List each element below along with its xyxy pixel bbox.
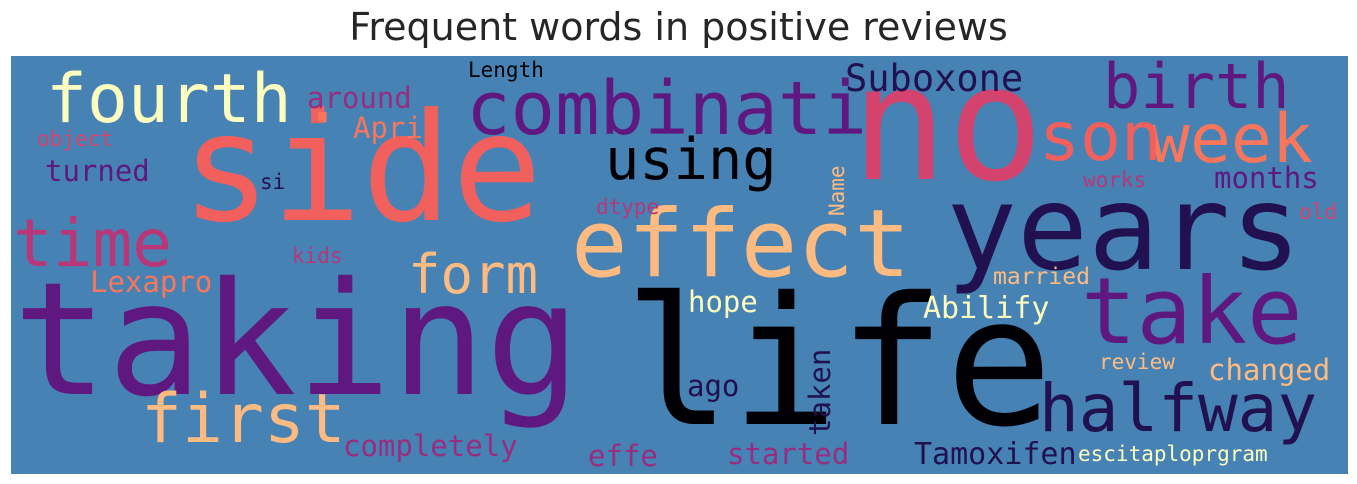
word-tamoxifen: Tamoxifen — [914, 437, 1077, 472]
word-turned: turned — [45, 154, 150, 188]
word-hope: hope — [688, 285, 758, 319]
word-abilify: Abilify — [923, 291, 1050, 326]
word-side: side — [181, 82, 543, 256]
word-week: week — [1149, 100, 1313, 179]
word-taken: taken — [803, 348, 837, 436]
word-son: son — [1039, 98, 1162, 177]
word-take: take — [1081, 258, 1303, 365]
word-life: life — [624, 259, 1053, 466]
word-halfway: halfway — [1039, 370, 1318, 447]
word-combinati: combinati — [466, 66, 867, 152]
word-changed: changed — [1208, 353, 1331, 387]
word-suboxone: Suboxone — [845, 57, 1024, 100]
word-cloud: taking life side no years effect take ha… — [11, 56, 1348, 474]
word-time: time — [13, 205, 172, 282]
word-no: no — [851, 56, 1044, 217]
word-years: years — [946, 159, 1302, 297]
word-works: works — [1083, 168, 1147, 192]
figure-title: Frequent words in positive reviews — [349, 5, 1008, 49]
word-months: months — [1214, 161, 1319, 195]
word-apri: Apri — [353, 111, 423, 145]
word-name: Name — [825, 165, 849, 216]
word-si: si — [260, 170, 286, 194]
word-effect: effect — [571, 190, 911, 299]
word-dot: . — [302, 60, 343, 139]
word-lexapro: Lexapro — [90, 265, 213, 299]
word-dtype: dtype — [596, 195, 660, 219]
word-using: using — [605, 127, 777, 193]
word-fourth: fourth — [46, 60, 292, 139]
word-length: Length — [468, 58, 544, 82]
word-married: married — [993, 264, 1090, 290]
word-started: started — [727, 437, 850, 471]
word-completely: completely — [343, 429, 518, 463]
word-escitaploprgram: escitaploprgram — [1078, 442, 1268, 466]
word-effe: effe — [588, 439, 658, 473]
word-object: object — [37, 127, 113, 151]
word-review: review — [1099, 350, 1175, 374]
word-birth: birth — [1103, 56, 1290, 123]
word-ago: ago — [687, 369, 740, 403]
word-old: old — [1299, 200, 1337, 224]
word-taking: taking — [13, 249, 581, 432]
word-form: form — [408, 243, 539, 306]
word-first: first — [141, 380, 346, 459]
word-kids: kids — [292, 244, 343, 268]
word-around: around — [307, 81, 412, 115]
